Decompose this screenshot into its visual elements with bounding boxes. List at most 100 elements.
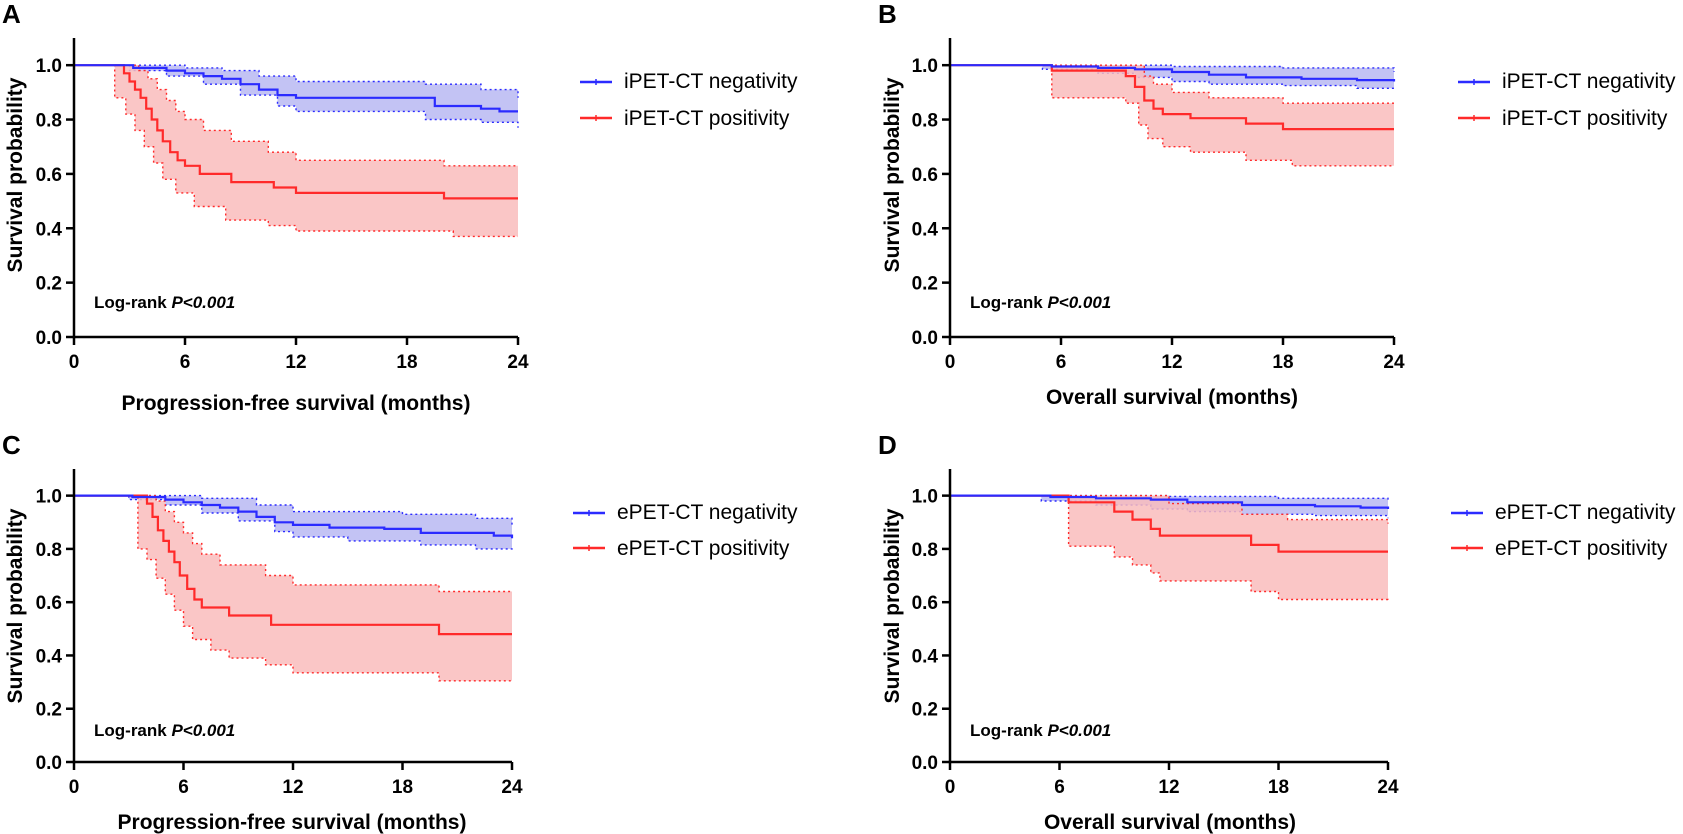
km-curve-positivity bbox=[950, 64, 1394, 131]
y-tick-label: 0.8 bbox=[36, 111, 62, 132]
x-tick-label: 6 bbox=[1054, 777, 1065, 798]
km-curve-positivity bbox=[74, 494, 512, 636]
y-tick-label: 0.2 bbox=[36, 700, 62, 721]
logrank-prefix: Log-rank bbox=[970, 721, 1047, 740]
y-tick-label: 0.2 bbox=[912, 274, 938, 295]
ci-band-positivity bbox=[950, 495, 1388, 601]
y-tick-label: 0.4 bbox=[912, 646, 939, 667]
y-tick-label: 0.4 bbox=[36, 646, 63, 667]
km-curve-positivity bbox=[950, 494, 1388, 553]
logrank-annotation: Log-rank P<0.001 bbox=[970, 293, 1111, 312]
y-axis-title: Survival probability bbox=[881, 77, 904, 272]
x-tick-label: 0 bbox=[69, 777, 80, 798]
logrank-annotation: Log-rank P<0.001 bbox=[94, 293, 235, 312]
axes: 0.0 0.2 0.4 0.6 0.8 1.0 0 6 12 18 24 bbox=[36, 469, 523, 798]
axes: 0.0 0.2 0.4 0.6 0.8 1.0 0 6 12 18 24 bbox=[912, 38, 1405, 373]
km-curve-negativity bbox=[950, 494, 1390, 509]
panel-c: C Survival probability Progression-free … bbox=[2, 430, 798, 834]
x-tick-label: 0 bbox=[945, 352, 956, 373]
x-tick-label: 18 bbox=[396, 352, 417, 373]
x-tick-label: 24 bbox=[1377, 777, 1399, 798]
y-tick-label: 0.8 bbox=[912, 540, 938, 561]
x-tick-label: 18 bbox=[1272, 352, 1293, 373]
logrank-pvalue: P<0.001 bbox=[1047, 293, 1111, 312]
y-axis-title: Survival probability bbox=[4, 77, 27, 272]
legend-label-positivity: iPET-CT positivity bbox=[624, 107, 790, 130]
y-tick-label: 0.0 bbox=[912, 328, 938, 349]
panel-letter: B bbox=[878, 0, 897, 29]
ci-upper-positivity bbox=[950, 494, 1389, 524]
x-tick-label: 6 bbox=[178, 777, 189, 798]
legend-label-positivity: ePET-CT positivity bbox=[1495, 537, 1668, 560]
x-tick-label: 24 bbox=[1383, 352, 1405, 373]
ci-upper-negativity bbox=[74, 494, 513, 527]
y-tick-label: 0.4 bbox=[912, 219, 939, 240]
legend-label-positivity: ePET-CT positivity bbox=[617, 537, 790, 560]
logrank-annotation: Log-rank P<0.001 bbox=[94, 721, 235, 740]
plot-area bbox=[950, 494, 1390, 601]
y-tick-label: 0.0 bbox=[36, 328, 62, 349]
panel-letter: C bbox=[2, 430, 21, 460]
ci-band-positivity bbox=[950, 65, 1394, 166]
legend: iPET-CT negativity iPET-CT positivity bbox=[1458, 70, 1676, 130]
plot-area bbox=[950, 64, 1396, 167]
x-tick-label: 12 bbox=[282, 777, 303, 798]
y-tick-label: 1.0 bbox=[912, 56, 938, 77]
y-tick-label: 0.8 bbox=[912, 111, 938, 132]
km-curve-negativity bbox=[74, 64, 518, 113]
logrank-pvalue: P<0.001 bbox=[171, 293, 235, 312]
logrank-prefix: Log-rank bbox=[94, 721, 171, 740]
x-tick-label: 6 bbox=[1056, 352, 1067, 373]
legend-label-positivity: iPET-CT positivity bbox=[1502, 107, 1668, 130]
axes: 0.0 0.2 0.4 0.6 0.8 1.0 0 6 12 18 24 bbox=[912, 469, 1399, 798]
y-tick-label: 0.6 bbox=[36, 165, 62, 186]
y-axis-title: Survival probability bbox=[4, 508, 27, 703]
legend-label-negativity: ePET-CT negativity bbox=[1495, 501, 1676, 524]
panel-d: D Survival probability Overall survival … bbox=[878, 430, 1676, 834]
panel-letter: D bbox=[878, 430, 897, 460]
logrank-prefix: Log-rank bbox=[94, 293, 171, 312]
x-tick-label: 18 bbox=[392, 777, 413, 798]
logrank-pvalue: P<0.001 bbox=[171, 721, 235, 740]
legend: iPET-CT negativity iPET-CT positivity bbox=[580, 70, 798, 130]
x-axis-title: Progression-free survival (months) bbox=[118, 811, 467, 834]
panel-b: B Survival probability Overall survival … bbox=[878, 0, 1676, 409]
logrank-pvalue: P<0.001 bbox=[1047, 721, 1111, 740]
legend: ePET-CT negativity ePET-CT positivity bbox=[573, 501, 798, 560]
y-tick-label: 0.0 bbox=[36, 753, 62, 774]
ci-lower-negativity bbox=[74, 64, 519, 128]
x-tick-label: 6 bbox=[180, 352, 191, 373]
legend-label-negativity: iPET-CT negativity bbox=[1502, 70, 1676, 93]
y-tick-label: 0.8 bbox=[36, 540, 62, 561]
legend-label-negativity: iPET-CT negativity bbox=[624, 70, 798, 93]
panel-a: A Survival probability Progression-free … bbox=[2, 0, 798, 415]
logrank-prefix: Log-rank bbox=[970, 293, 1047, 312]
x-axis-title: Overall survival (months) bbox=[1044, 811, 1296, 834]
x-tick-label: 0 bbox=[69, 352, 80, 373]
km-curve-positivity bbox=[74, 64, 518, 200]
y-tick-label: 1.0 bbox=[912, 487, 938, 508]
plot-area bbox=[74, 494, 514, 682]
ci-lower-positivity bbox=[950, 64, 1394, 167]
ci-band-positivity bbox=[74, 495, 512, 681]
y-tick-label: 0.2 bbox=[36, 274, 62, 295]
plot-area bbox=[74, 64, 519, 238]
km-curve-negativity bbox=[950, 64, 1396, 82]
x-axis-title: Overall survival (months) bbox=[1046, 386, 1298, 409]
logrank-annotation: Log-rank P<0.001 bbox=[970, 721, 1111, 740]
ci-lower-negativity bbox=[74, 494, 513, 551]
y-tick-label: 0.4 bbox=[36, 219, 63, 240]
x-tick-label: 12 bbox=[1158, 777, 1179, 798]
panel-letter: A bbox=[2, 0, 21, 29]
x-axis-title: Progression-free survival (months) bbox=[122, 392, 471, 415]
km-curve-negativity bbox=[74, 494, 514, 539]
y-tick-label: 0.6 bbox=[912, 593, 938, 614]
x-tick-label: 18 bbox=[1268, 777, 1289, 798]
ci-upper-positivity bbox=[950, 64, 1394, 104]
axes: 0.0 0.2 0.4 0.6 0.8 1.0 0 6 12 18 24 bbox=[36, 38, 529, 373]
x-tick-label: 12 bbox=[1161, 352, 1182, 373]
y-axis-title: Survival probability bbox=[881, 508, 904, 703]
y-tick-label: 1.0 bbox=[36, 56, 62, 77]
y-tick-label: 0.6 bbox=[36, 593, 62, 614]
